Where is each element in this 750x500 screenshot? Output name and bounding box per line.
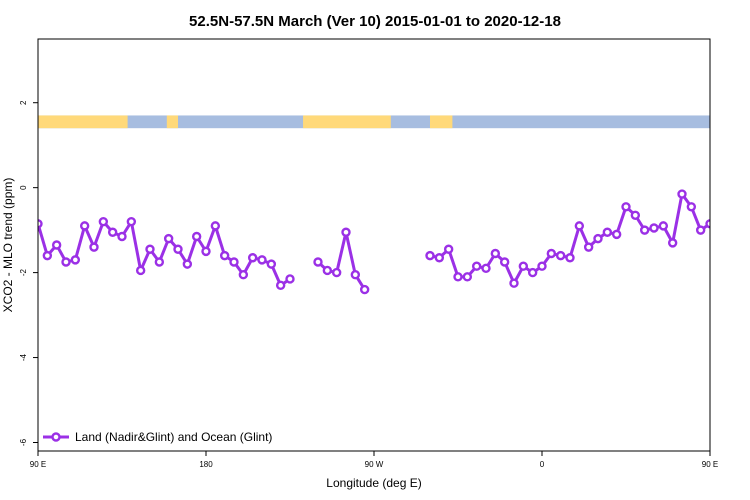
data-point bbox=[331, 267, 342, 278]
data-point bbox=[555, 250, 566, 261]
data-point bbox=[527, 267, 538, 278]
chart-title: 52.5N-57.5N March (Ver 10) 2015-01-01 to… bbox=[189, 13, 561, 30]
data-point bbox=[425, 250, 435, 261]
legend-label: Land (Nadir&Glint) and Ocean (Glint) bbox=[75, 430, 272, 444]
data-point bbox=[117, 231, 127, 242]
data-point bbox=[238, 270, 249, 280]
y-tick-label: -4 bbox=[19, 353, 28, 361]
x-axis-label: Longitude (deg E) bbox=[326, 476, 421, 490]
data-point bbox=[462, 272, 473, 282]
land-band-segment bbox=[38, 115, 128, 129]
data-point bbox=[695, 225, 706, 235]
plot-frame bbox=[37, 38, 711, 452]
series-line bbox=[38, 220, 291, 287]
data-point bbox=[341, 227, 351, 237]
data-point bbox=[70, 255, 81, 265]
data-point bbox=[639, 225, 650, 235]
data-point bbox=[667, 238, 678, 248]
data-point bbox=[285, 274, 295, 284]
data-point bbox=[434, 253, 445, 263]
data-point bbox=[210, 221, 221, 231]
data-point bbox=[593, 233, 603, 244]
data-point bbox=[518, 261, 529, 271]
data-point bbox=[98, 216, 109, 227]
y-tick-label: -2 bbox=[19, 269, 28, 277]
data-point bbox=[499, 257, 510, 267]
data-point bbox=[313, 257, 323, 267]
land-band-segment bbox=[430, 115, 453, 129]
x-tick-label: 180 bbox=[199, 460, 213, 469]
y-tick-label: 0 bbox=[19, 185, 28, 190]
data-point bbox=[89, 242, 99, 252]
land-band-segment bbox=[166, 115, 178, 129]
y-tick-label: -6 bbox=[19, 438, 28, 446]
data-point bbox=[107, 227, 118, 237]
data-point bbox=[163, 233, 174, 244]
data-point bbox=[229, 257, 239, 267]
data-point bbox=[705, 219, 710, 229]
data-point bbox=[744, 256, 750, 263]
data-point bbox=[182, 259, 193, 269]
y-axis-label: XCO2 - MLO trend (ppm) bbox=[1, 178, 15, 313]
data-point bbox=[602, 227, 613, 237]
data-point bbox=[686, 202, 697, 212]
data-point bbox=[630, 210, 641, 220]
data-point bbox=[322, 265, 333, 276]
y-axis: 2 0 -2 -4 -6 bbox=[19, 100, 38, 446]
land-band-segment bbox=[744, 115, 750, 128]
data-point bbox=[574, 221, 585, 231]
x-tick-label: 90 W bbox=[365, 460, 384, 469]
data-point bbox=[537, 261, 547, 271]
data-point bbox=[611, 229, 622, 240]
data-point bbox=[191, 231, 202, 242]
data-point bbox=[275, 280, 286, 291]
data-point bbox=[677, 189, 687, 199]
data-point bbox=[126, 216, 137, 227]
data-point bbox=[583, 242, 594, 252]
data-point bbox=[201, 246, 211, 257]
data-point bbox=[61, 257, 71, 267]
legend: Land (Nadir&Glint) and Ocean (Glint) bbox=[43, 430, 272, 444]
series-line bbox=[316, 230, 366, 291]
data-point bbox=[173, 244, 183, 254]
x-tick-label: 90 E bbox=[30, 460, 46, 469]
data-series bbox=[38, 189, 750, 295]
legend-marker bbox=[51, 432, 61, 442]
data-point bbox=[546, 248, 557, 259]
data-point bbox=[38, 219, 43, 229]
data-point bbox=[135, 265, 146, 276]
land-band-segment bbox=[303, 115, 391, 129]
data-point bbox=[735, 258, 742, 265]
data-point bbox=[51, 240, 62, 250]
y-tick-label: 2 bbox=[19, 100, 28, 105]
data-point bbox=[490, 248, 501, 259]
data-point bbox=[42, 250, 53, 261]
data-point bbox=[481, 263, 491, 274]
data-point bbox=[716, 252, 723, 259]
data-point bbox=[350, 270, 361, 280]
data-point bbox=[565, 253, 575, 263]
x-tick-label: 90 E bbox=[702, 460, 718, 469]
data-point bbox=[257, 255, 267, 265]
data-point bbox=[145, 244, 155, 254]
data-point bbox=[443, 244, 454, 254]
data-point bbox=[359, 284, 370, 295]
data-point bbox=[453, 272, 463, 282]
data-point bbox=[266, 259, 277, 269]
data-point bbox=[621, 202, 631, 212]
data-point bbox=[219, 250, 230, 261]
data-point bbox=[471, 261, 482, 271]
data-point bbox=[247, 253, 258, 263]
data-point bbox=[658, 221, 669, 231]
data-point bbox=[725, 242, 732, 249]
land-ocean-band bbox=[38, 115, 750, 129]
data-point bbox=[79, 221, 90, 231]
data-point bbox=[649, 223, 659, 233]
x-tick-label: 0 bbox=[540, 460, 545, 469]
data-point bbox=[509, 278, 519, 288]
data-point bbox=[154, 257, 165, 267]
